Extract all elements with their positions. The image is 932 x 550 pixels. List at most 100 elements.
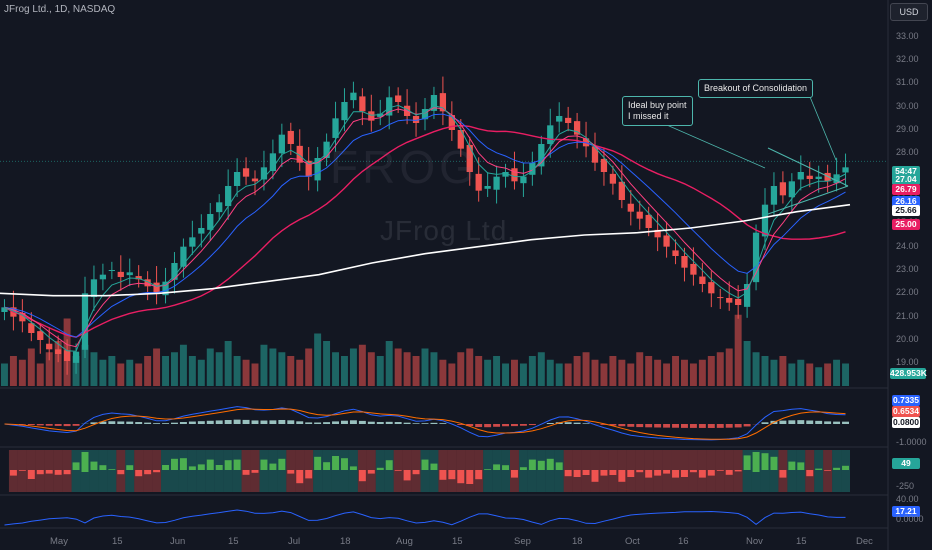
candle-body	[126, 272, 133, 276]
candle-body	[359, 96, 366, 112]
breadth-bar	[573, 470, 581, 477]
volume-bar	[27, 348, 35, 386]
candle-body	[37, 331, 44, 340]
breadth-background	[841, 450, 850, 492]
volume-bar	[654, 359, 662, 386]
volume-bar	[511, 359, 518, 386]
volume-bar	[716, 352, 724, 386]
candle-body	[296, 145, 303, 163]
breadth-background	[769, 450, 779, 492]
watermark-ticker: FROG	[330, 141, 479, 193]
volume-bar	[833, 359, 841, 386]
breadth-bar	[519, 467, 527, 470]
candle-body	[162, 281, 169, 296]
breadth-bar	[153, 470, 161, 473]
breadth-bar	[797, 462, 805, 470]
breadth-bar	[725, 470, 733, 475]
breadth-background	[823, 450, 833, 492]
macd-histogram-bar	[743, 424, 751, 427]
breadth-bar	[126, 465, 134, 470]
macd-histogram-bar	[126, 421, 134, 424]
macd-histogram-bar	[842, 421, 849, 424]
volume-bar	[421, 348, 429, 386]
macd-histogram-bar	[385, 421, 393, 424]
oscillator-line	[4, 509, 846, 526]
macd-histogram-bar	[349, 420, 357, 424]
macd-histogram-bar	[269, 420, 277, 424]
macd-histogram-bar	[99, 421, 107, 424]
volume-bar	[403, 352, 411, 386]
price-tag: 428.953K	[890, 368, 927, 379]
breadth-bar	[815, 468, 823, 470]
macd-histogram-bar	[689, 424, 697, 428]
candle-body	[466, 144, 473, 172]
annotation-breakout[interactable]: Breakout of Consolidation	[698, 79, 814, 98]
breadth-bar	[144, 470, 152, 475]
candle-body	[305, 160, 312, 177]
candle-body	[242, 168, 250, 177]
breadth-bar	[81, 452, 89, 472]
macd-histogram-bar	[376, 422, 384, 424]
breadth-background	[384, 450, 394, 492]
currency-button[interactable]: USD	[890, 3, 928, 21]
breadth-bar	[323, 462, 331, 470]
macd-histogram-bar	[725, 424, 733, 428]
breadth-bar	[179, 458, 187, 470]
annotation-buy-point[interactable]: Ideal buy point I missed it	[622, 96, 693, 126]
breadth-bar	[654, 470, 662, 476]
breadth-bar	[117, 470, 125, 475]
breadth-bar	[197, 464, 205, 470]
volume-bar	[135, 363, 143, 386]
breadth-bar	[251, 470, 259, 473]
breadth-bar	[511, 470, 518, 478]
breadth-bar	[457, 470, 465, 484]
breadth-bar	[385, 460, 393, 470]
volume-bar	[385, 341, 393, 386]
candle-body	[198, 228, 205, 234]
macd-histogram-bar	[618, 424, 626, 427]
macd-histogram-bar	[323, 422, 331, 424]
breadth-bar	[403, 470, 411, 481]
indicator-tag: 49	[892, 458, 920, 469]
price-tick-label: 22.00	[896, 287, 919, 298]
volume-bar	[484, 359, 492, 386]
macd-histogram-bar	[663, 424, 671, 428]
macd-histogram-bar	[72, 424, 80, 426]
breadth-background	[501, 450, 510, 492]
breadth-background	[98, 450, 108, 492]
candle-body	[726, 298, 733, 303]
volume-bar	[770, 359, 778, 386]
volume-bar	[502, 363, 509, 386]
candle-body	[439, 93, 447, 112]
breadth-background	[17, 450, 27, 492]
macd-histogram-bar	[466, 424, 474, 427]
breadth-bar	[779, 470, 787, 478]
breadth-bar	[269, 463, 277, 470]
breadth-bar	[833, 467, 841, 470]
annotation-pointer-1	[659, 121, 766, 169]
volume-bar	[842, 363, 849, 386]
macd-histogram-bar	[90, 422, 98, 424]
indicator-tick-label: -1.0000	[896, 437, 927, 447]
breadth-bar	[63, 470, 71, 475]
candle-body	[681, 256, 688, 268]
volume-bar	[430, 352, 438, 386]
breadth-bar	[582, 470, 590, 475]
candle-body	[493, 176, 500, 190]
candle-body	[672, 250, 679, 256]
candle-body	[81, 293, 89, 350]
macd-histogram-bar	[63, 424, 71, 427]
indicator-tag: 0.7335	[892, 395, 920, 406]
volume-bar	[707, 356, 715, 386]
macd-histogram-bar	[242, 419, 250, 424]
macd-histogram-bar	[797, 420, 805, 424]
price-tag: 26.79	[892, 184, 920, 195]
volume-bar	[126, 359, 134, 386]
volume-bar	[287, 356, 295, 386]
breadth-background	[527, 450, 537, 492]
candle-body	[144, 279, 151, 287]
volume-bar	[233, 356, 241, 386]
symbol-title[interactable]: JFrog Ltd., 1D, NASDAQ	[4, 4, 116, 15]
candle-body	[824, 172, 831, 182]
